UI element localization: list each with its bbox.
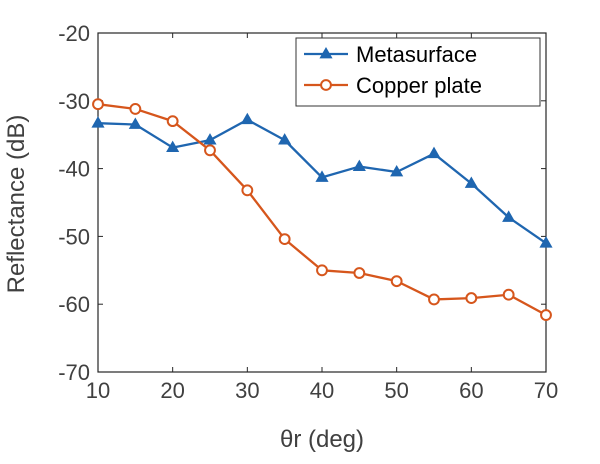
x-tick-label: 70 [534,378,558,403]
legend: Metasurface Copper plate [295,37,541,107]
legend-marker [320,79,332,91]
x-tick-label: 40 [310,378,334,403]
data-point [428,293,440,306]
data-point [240,112,254,125]
data-point [352,159,366,171]
data-point [390,275,403,288]
series-layer [91,98,553,321]
x-tick-label: 50 [384,378,408,403]
y-tick-label: -20 [58,21,90,46]
data-point [390,164,404,177]
data-point [91,116,105,128]
series-metasurface [91,112,553,248]
data-point [278,233,291,246]
legend-label: Metasurface [356,42,477,67]
axes-layer: 10 20 30 40 50 60 70 -70 -60 -50 -40 -30 -20 [58,21,558,403]
data-point [539,236,553,248]
data-point [203,133,217,145]
y-tick-label: -30 [58,89,90,114]
y-axis-label: Reflectance (dB) [3,115,30,294]
data-point [166,140,180,152]
data-point [465,292,478,305]
x-axis-label: θr (deg) [280,426,364,453]
y-tick-label: -70 [58,360,90,385]
data-point [92,98,104,111]
data-point [464,176,478,188]
y-tick-label: -50 [58,224,90,249]
data-point [129,103,142,115]
y-tick-label: -60 [58,292,90,317]
data-point [278,133,292,145]
data-point [316,264,328,277]
data-point [427,146,441,159]
data-point [353,267,366,279]
legend-entry: Copper plate [304,73,482,98]
data-point [128,117,142,129]
series-copper-plate [92,98,552,321]
legend-label: Copper plate [356,73,482,98]
series-line [97,103,547,317]
data-point [502,288,515,301]
legend-marker [319,46,333,59]
data-point [502,210,516,222]
x-tick-label: 30 [235,378,259,403]
data-point [540,309,552,321]
x-tick-label: 60 [459,378,483,403]
data-point [166,115,179,128]
y-tick-label: -40 [58,157,90,182]
x-tick-label: 10 [86,378,110,403]
x-tick-label: 20 [160,378,184,403]
legend-entry: Metasurface [304,42,477,67]
data-point [204,144,216,157]
data-point [241,184,254,197]
legend-box [295,37,541,107]
data-point [315,170,329,182]
